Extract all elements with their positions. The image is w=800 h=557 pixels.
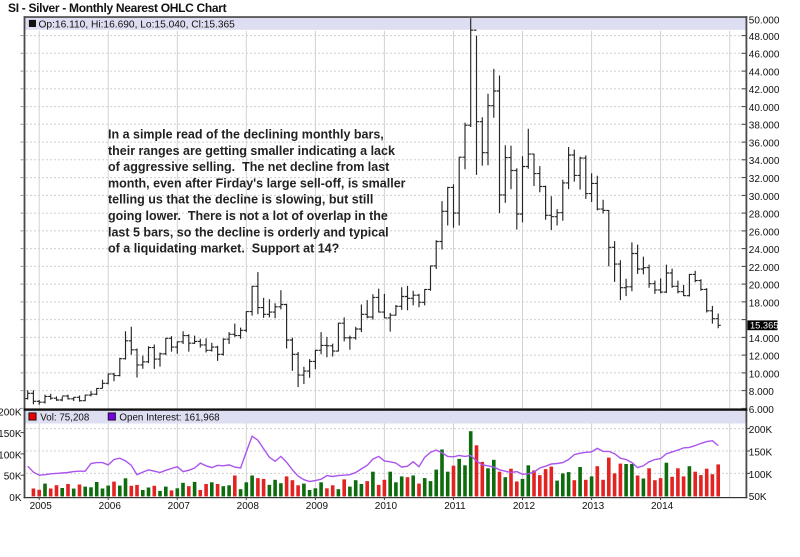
svg-text:2005: 2005 — [30, 501, 53, 512]
svg-text:38.000: 38.000 — [749, 121, 780, 132]
svg-text:50K: 50K — [4, 472, 22, 483]
svg-text:0K: 0K — [9, 493, 22, 504]
svg-text:100K: 100K — [0, 450, 22, 461]
svg-text:Vol: 75,208: Vol: 75,208 — [40, 413, 90, 424]
svg-text:10.000: 10.000 — [749, 369, 780, 380]
svg-text:34.000: 34.000 — [749, 156, 780, 167]
svg-text:48.000: 48.000 — [749, 32, 780, 43]
svg-text:46.000: 46.000 — [749, 50, 780, 61]
svg-text:2006: 2006 — [99, 501, 122, 512]
svg-text:6.000: 6.000 — [749, 405, 774, 416]
svg-text:100K: 100K — [749, 470, 773, 481]
svg-text:30.000: 30.000 — [749, 192, 780, 203]
svg-text:36.000: 36.000 — [749, 139, 780, 150]
svg-text:50K: 50K — [749, 492, 767, 503]
svg-text:8.000: 8.000 — [749, 387, 774, 398]
svg-text:12.000: 12.000 — [749, 352, 780, 363]
svg-text:20.000: 20.000 — [749, 281, 780, 292]
svg-text:2009: 2009 — [306, 501, 329, 512]
svg-text:2013: 2013 — [582, 501, 605, 512]
svg-text:Op:16.110, Hi:16.690, Lo:15.04: Op:16.110, Hi:16.690, Lo:15.040, Cl:15.3… — [39, 20, 236, 31]
svg-text:14.000: 14.000 — [749, 334, 780, 345]
svg-text:15.365: 15.365 — [750, 321, 778, 331]
svg-text:SI - Silver - Monthly Nearest: SI - Silver - Monthly Nearest OHLC Chart — [8, 1, 227, 15]
svg-text:In a simple read of the declin: In a simple read of the declining monthl… — [108, 128, 409, 256]
svg-text:Open Interest: 161,968: Open Interest: 161,968 — [119, 413, 220, 424]
svg-text:200K: 200K — [0, 408, 22, 419]
svg-text:26.000: 26.000 — [749, 227, 780, 238]
svg-text:18.000: 18.000 — [749, 298, 780, 309]
svg-text:200K: 200K — [749, 425, 773, 436]
svg-text:24.000: 24.000 — [749, 245, 780, 256]
svg-text:2007: 2007 — [168, 501, 191, 512]
svg-text:2008: 2008 — [237, 501, 260, 512]
svg-text:22.000: 22.000 — [749, 263, 780, 274]
svg-text:150K: 150K — [0, 429, 22, 440]
svg-text:2010: 2010 — [375, 501, 398, 512]
svg-text:42.000: 42.000 — [749, 85, 780, 96]
svg-text:2011: 2011 — [444, 501, 466, 512]
svg-text:2014: 2014 — [651, 501, 674, 512]
svg-text:40.000: 40.000 — [749, 103, 780, 114]
svg-text:44.000: 44.000 — [749, 68, 780, 79]
svg-text:150K: 150K — [749, 447, 773, 458]
svg-text:28.000: 28.000 — [749, 210, 780, 221]
svg-text:2012: 2012 — [513, 501, 536, 512]
svg-text:32.000: 32.000 — [749, 174, 780, 185]
svg-text:50.000: 50.000 — [749, 16, 780, 27]
